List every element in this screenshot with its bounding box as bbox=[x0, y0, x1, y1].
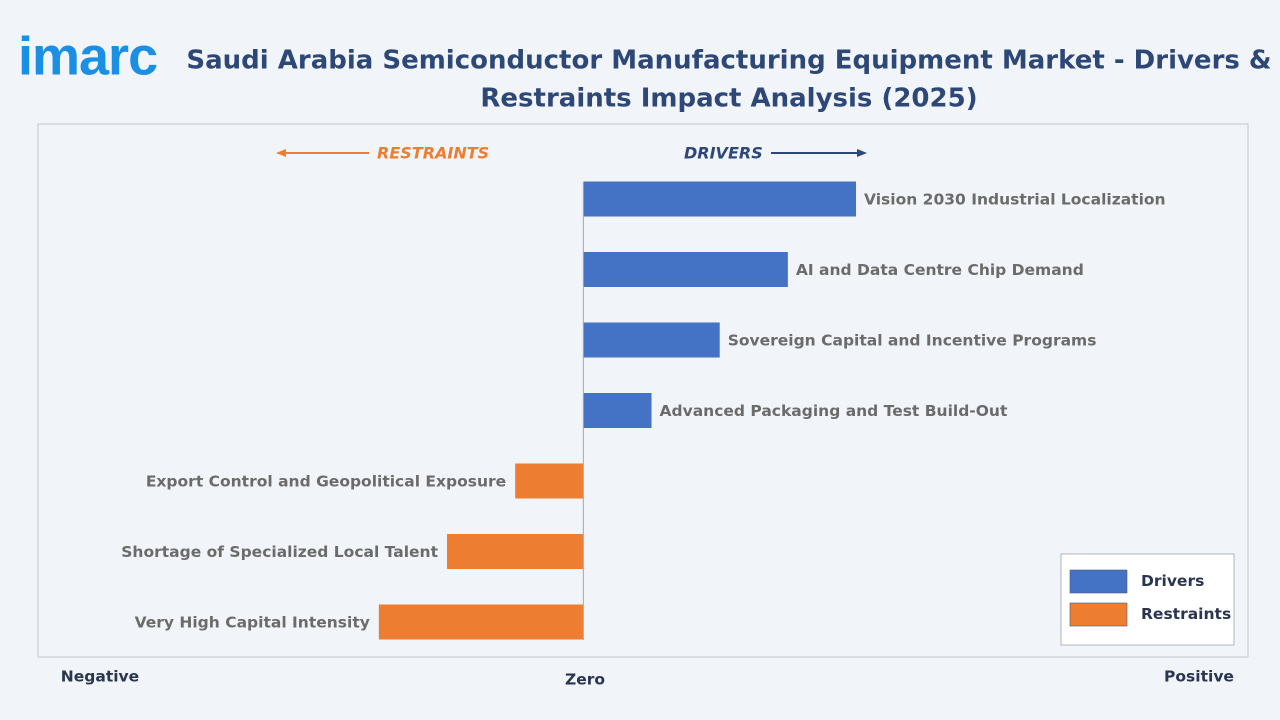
axis-label: Negative bbox=[61, 668, 139, 686]
category-label: Advanced Packaging and Test Build-Out bbox=[660, 402, 1008, 420]
bar bbox=[583, 322, 720, 358]
legend-label: Drivers bbox=[1141, 572, 1204, 590]
legend-label: Restraints bbox=[1141, 605, 1231, 623]
bar bbox=[583, 393, 652, 428]
chart-title: Saudi Arabia Semiconductor Manufacturing… bbox=[186, 46, 1271, 76]
legend-swatch bbox=[1069, 569, 1128, 594]
bar bbox=[583, 181, 857, 217]
logo: imarc bbox=[18, 26, 157, 86]
annotation: RESTRAINTS bbox=[377, 144, 489, 163]
legend-swatch bbox=[1069, 602, 1128, 627]
chart-title: Restraints Impact Analysis (2025) bbox=[480, 84, 977, 114]
arrow-head bbox=[276, 149, 286, 157]
bar bbox=[583, 252, 788, 287]
category-label: Export Control and Geopolitical Exposure bbox=[146, 473, 506, 491]
annotation: DRIVERS bbox=[684, 144, 763, 163]
axis-label: Positive bbox=[1164, 668, 1234, 686]
plot-frame bbox=[37, 123, 1249, 658]
bar bbox=[515, 463, 584, 499]
category-label: AI and Data Centre Chip Demand bbox=[796, 261, 1084, 279]
axis-label: Zero bbox=[565, 671, 605, 689]
arrow-head bbox=[857, 149, 867, 157]
bar bbox=[447, 534, 584, 569]
category-label: Very High Capital Intensity bbox=[135, 614, 370, 632]
category-label: Sovereign Capital and Incentive Programs bbox=[728, 332, 1097, 350]
bar bbox=[378, 604, 584, 640]
category-label: Vision 2030 Industrial Localization bbox=[864, 191, 1166, 209]
category-label: Shortage of Specialized Local Talent bbox=[121, 543, 438, 561]
legend bbox=[1060, 553, 1235, 646]
